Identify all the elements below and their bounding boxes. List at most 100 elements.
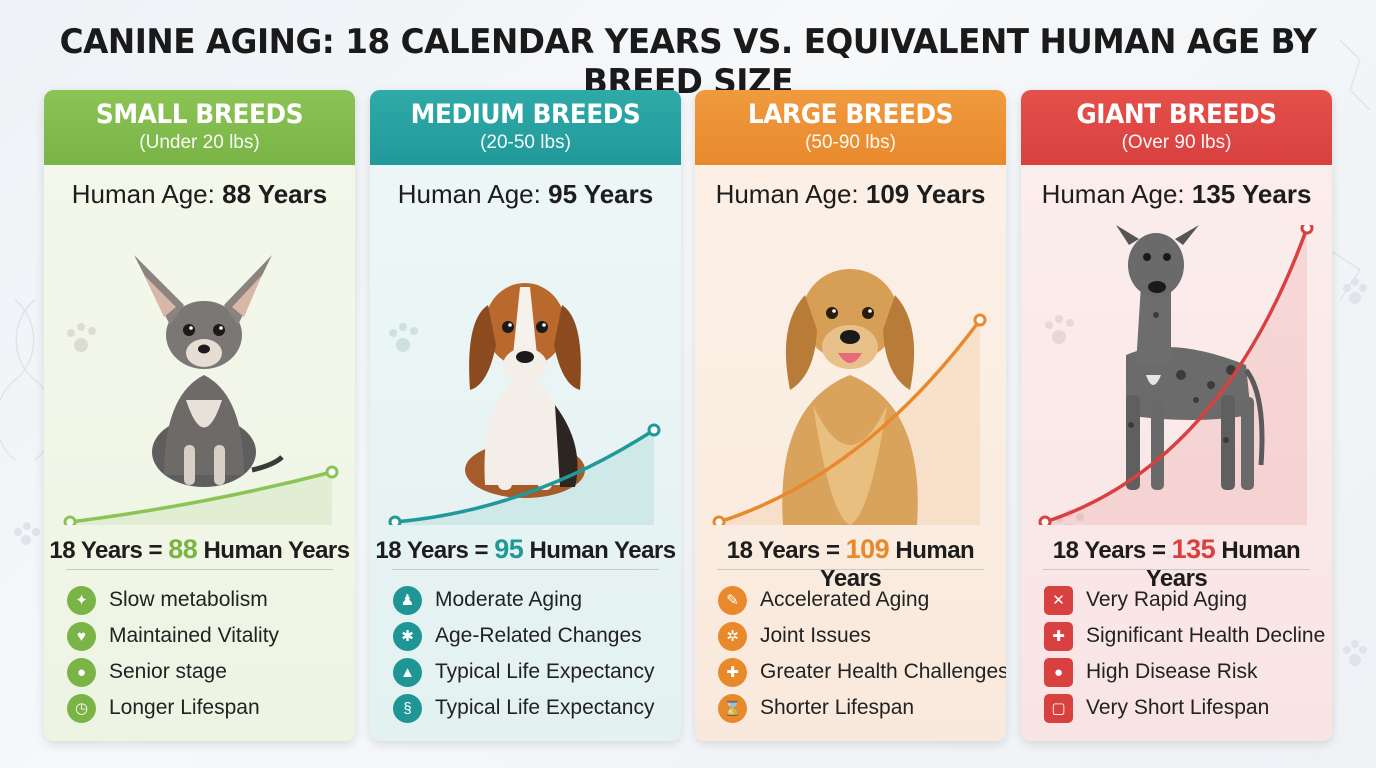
feature-item: ✕ Very Rapid Aging [1044,582,1329,618]
age-curve [69,470,333,524]
equation-suffix: Human Years [203,537,350,564]
feature-item: ✲ Joint Issues [718,618,1003,654]
feature-label: Typical Life Expectancy [435,696,655,719]
feature-label: Longer Lifespan [109,696,260,719]
feature-label: Senior stage [109,660,227,683]
feature-item: ✎ Accelerated Aging [718,582,1003,618]
human-age: Human Age: 135 Years [1021,179,1332,210]
equation-prefix: 18 Years = [1052,537,1166,564]
paw-icon [1045,315,1084,525]
dog-walk-icon: ✦ [67,585,96,615]
feature-list: ✎ Accelerated Aging ✲ Joint Issues ✚ Greate… [718,582,1006,726]
divider [66,569,333,570]
card-medium-breeds: MEDIUM BREEDS (20-50 lbs) Human Age: 95 … [370,90,681,741]
feature-item: ⌛ Shorter Lifespan [718,690,1003,726]
equation-value: 109 [845,534,890,564]
hourglass-icon: ⌛ [718,693,747,723]
feature-label: Joint Issues [760,624,871,647]
feature-label: Age-Related Changes [435,624,642,647]
divider [1043,569,1310,570]
feature-label: Slow metabolism [109,588,268,611]
dog-golden-retriever [782,269,918,525]
breed-weight: (50-90 lbs) [805,132,896,153]
equation-value: 135 [1171,534,1216,564]
feature-list: ✦ Slow metabolism ♥ Maintained Vitality ● S… [67,582,352,726]
paw-icon [389,323,418,352]
age-equation: 18 Years = 95 Human Years [370,534,681,565]
paw-icon [67,323,96,352]
human-age: Human Age: 88 Years [44,179,355,210]
health-icon: ✚ [718,657,747,687]
dog-illustration-great-dane [1038,225,1314,525]
equation-value: 88 [168,534,198,564]
card-small-breeds: SMALL BREEDS (Under 20 lbs) Human Age: 8… [44,90,355,741]
feature-label: High Disease Risk [1086,660,1258,683]
bandage-icon: ✕ [1044,585,1073,615]
dog-great-dane [1116,225,1265,490]
leaf-icon: ♥ [67,621,96,651]
breed-weight: (20-50 lbs) [480,132,571,153]
feature-label: Moderate Aging [435,588,583,611]
curve-start-point [63,515,77,525]
curve-end-point [973,313,987,327]
medical-kit-icon: ✚ [1044,621,1073,651]
age-curve-fill [70,472,332,525]
feature-item: ◷ Longer Lifespan [67,690,352,726]
human-age-value: 135 Years [1191,179,1312,209]
feature-label: Maintained Vitality [109,624,280,647]
human-age-value: 95 Years [548,179,654,209]
human-age-label: Human Age: [715,179,859,209]
page-title: CANINE AGING: 18 CALENDAR YEARS VS. EQUI… [59,22,1317,102]
breed-weight: (Under 20 lbs) [139,132,260,153]
card-header: LARGE BREEDS (50-90 lbs) [695,90,1006,165]
age-equation: 18 Years = 88 Human Years [44,534,355,565]
feature-item: ✦ Slow metabolism [67,582,352,618]
human-age-value: 88 Years [222,179,328,209]
equation-prefix: 18 Years = [49,537,163,564]
feature-item: ▲ Typical Life Expectancy [393,654,678,690]
human-age: Human Age: 109 Years [695,179,1006,210]
card-header: SMALL BREEDS (Under 20 lbs) [44,90,355,165]
feature-item: ✚ Greater Health Challenges [718,654,1006,690]
age-curve [1044,227,1309,524]
feature-label: Very Rapid Aging [1086,588,1248,611]
feature-label: Very Short Lifespan [1086,696,1270,719]
human-age-value: 109 Years [865,179,986,209]
feature-list: ✕ Very Rapid Aging ✚ Significant Health De… [1044,582,1329,726]
card-giant-breeds: GIANT BREEDS (Over 90 lbs) Human Age: 13… [1021,90,1332,741]
feature-item: ● Senior stage [67,654,352,690]
divider [392,569,659,570]
card-header: GIANT BREEDS (Over 90 lbs) [1021,90,1332,165]
curve-start-point [1038,515,1052,525]
breed-name: MEDIUM BREEDS [410,99,641,130]
feature-item: ♟ Moderate Aging [393,582,678,618]
breed-name: SMALL BREEDS [95,99,304,130]
dog-illustration-chihuahua [63,255,339,525]
dog-illustration-golden-retriever [712,269,987,525]
breed-name: LARGE BREEDS [747,99,954,130]
feature-label: Typical Life Expectancy [435,660,655,683]
curve-start-point [712,515,726,525]
paw-icon: ● [67,657,96,687]
human-age: Human Age: 95 Years [370,179,681,210]
calendar-icon: ▢ [1044,693,1073,723]
feature-item: ▢ Very Short Lifespan [1044,690,1329,726]
dna-icon: § [393,693,422,723]
card-header: MEDIUM BREEDS (20-50 lbs) [370,90,681,165]
feature-label: Accelerated Aging [760,588,930,611]
age-curve [394,428,655,524]
dog-illustration-beagle [388,283,661,525]
feature-item: § Typical Life Expectancy [393,690,678,726]
feature-label: Significant Health Decline [1086,624,1326,647]
curve-end-point [1300,225,1314,235]
feature-list: ♟ Moderate Aging ✱ Age-Related Changes ▲ Ty… [393,582,678,726]
card-large-breeds: LARGE BREEDS (50-90 lbs) Human Age: 109 … [695,90,1006,741]
age-equation: 18 Years = 109 Human Years [695,534,1006,593]
curve-end-point [647,423,661,437]
feature-label: Greater Health Challenges [760,660,1006,683]
human-age-label: Human Age: [1041,179,1185,209]
bar-chart-icon: ▲ [393,657,422,687]
joint-icon: ✲ [718,621,747,651]
breed-weight: (Over 90 lbs) [1121,132,1232,153]
dog-chihuahua [134,255,284,487]
